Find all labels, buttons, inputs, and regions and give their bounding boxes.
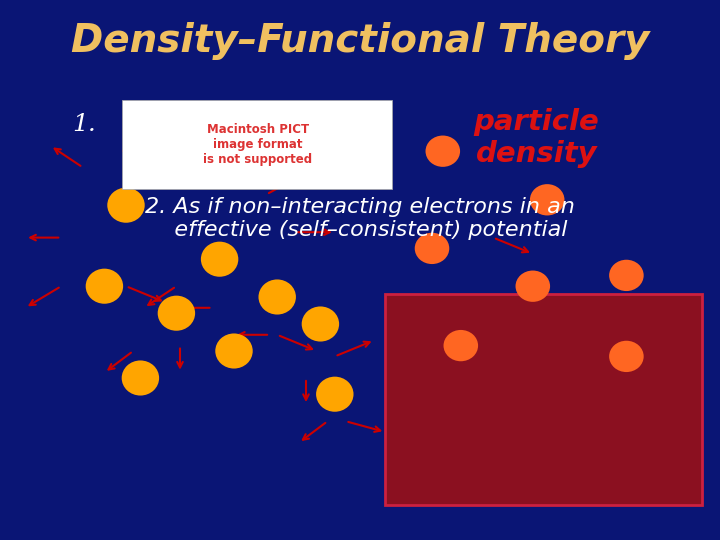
Ellipse shape: [201, 241, 238, 276]
Text: 1.: 1.: [72, 113, 96, 136]
Ellipse shape: [302, 306, 339, 342]
FancyBboxPatch shape: [122, 100, 392, 189]
Ellipse shape: [415, 233, 449, 264]
Ellipse shape: [530, 184, 564, 215]
Ellipse shape: [444, 330, 478, 361]
Ellipse shape: [609, 260, 644, 291]
Ellipse shape: [516, 271, 550, 302]
Ellipse shape: [609, 341, 644, 372]
Ellipse shape: [258, 280, 296, 314]
Ellipse shape: [158, 296, 195, 330]
Ellipse shape: [316, 377, 354, 411]
Bar: [385, 294, 702, 505]
Ellipse shape: [122, 361, 159, 395]
Ellipse shape: [426, 136, 460, 167]
Ellipse shape: [86, 269, 123, 303]
Text: 2. As if non–interacting electrons in an
   effective (self–consistent) potentia: 2. As if non–interacting electrons in an…: [145, 197, 575, 240]
Ellipse shape: [215, 333, 253, 368]
Text: Density–Functional Theory: Density–Functional Theory: [71, 22, 649, 59]
Ellipse shape: [107, 187, 145, 222]
Text: particle
density: particle density: [474, 107, 599, 168]
Text: Macintosh PICT
image format
is not supported: Macintosh PICT image format is not suppo…: [203, 123, 312, 166]
